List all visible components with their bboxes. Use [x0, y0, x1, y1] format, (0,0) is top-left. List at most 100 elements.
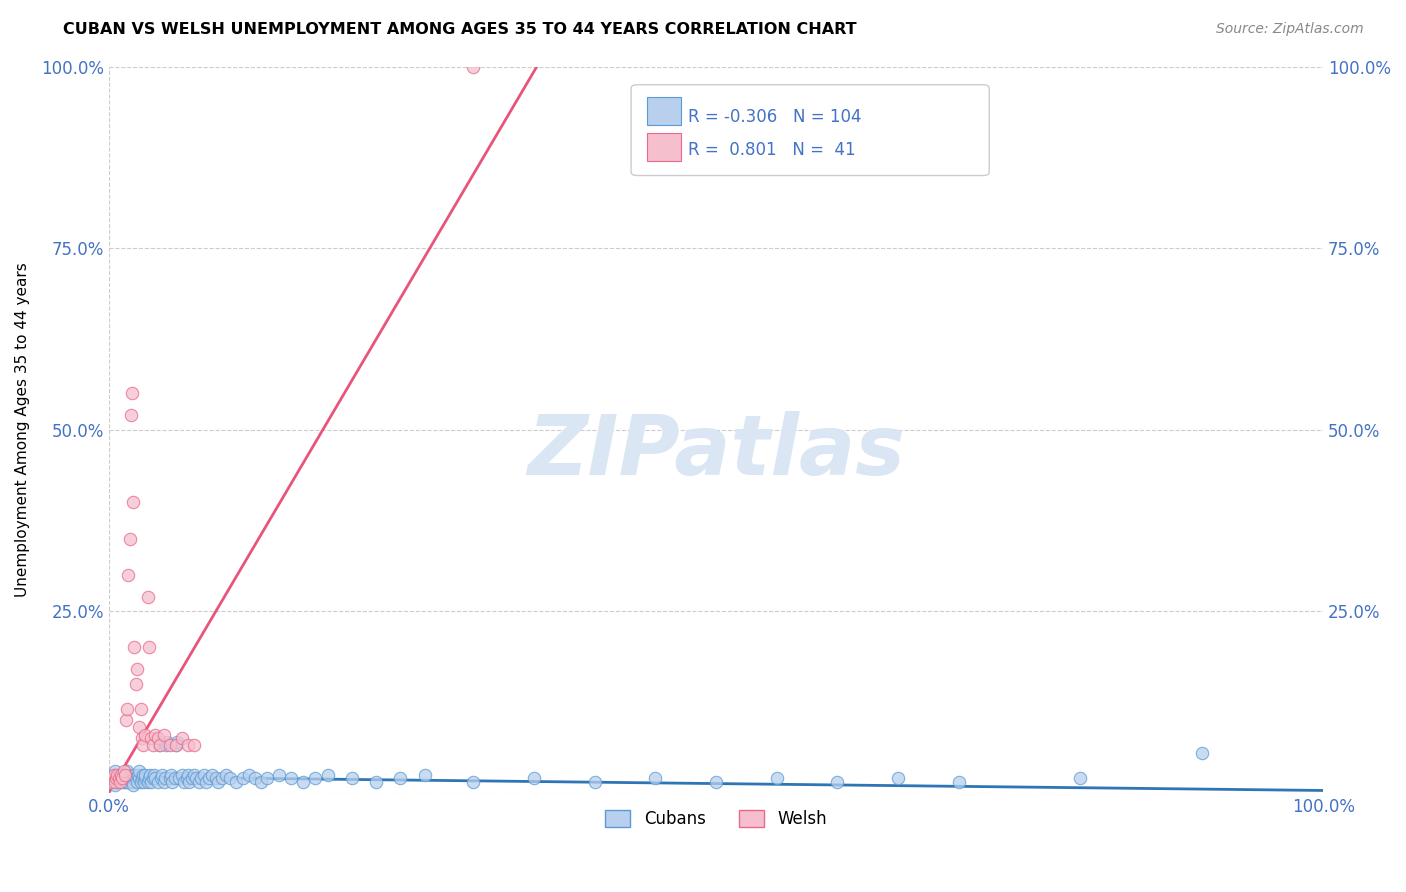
Point — [165, 739, 187, 753]
Point — [134, 771, 156, 785]
Point — [583, 774, 606, 789]
Point — [134, 767, 156, 781]
Point — [463, 60, 485, 74]
Point — [121, 774, 143, 789]
Point — [134, 774, 156, 789]
Point — [122, 495, 145, 509]
Point — [186, 771, 208, 785]
Point — [125, 662, 148, 676]
Point — [219, 771, 242, 785]
Point — [122, 778, 145, 792]
Point — [170, 767, 193, 781]
Point — [149, 739, 172, 753]
Point — [292, 774, 315, 789]
Point — [107, 767, 129, 781]
Point — [204, 771, 226, 785]
Point — [132, 739, 155, 753]
Point — [143, 771, 166, 785]
Point — [108, 771, 131, 785]
Point — [103, 767, 125, 781]
Point — [118, 532, 141, 546]
Point — [115, 702, 138, 716]
Point — [280, 771, 302, 785]
Point — [115, 771, 138, 785]
Point — [1191, 746, 1213, 760]
Point — [146, 774, 169, 789]
Point — [195, 774, 218, 789]
Point — [111, 771, 134, 785]
Point — [644, 771, 666, 785]
Point — [112, 767, 135, 781]
Point — [101, 771, 124, 785]
Point — [108, 774, 131, 789]
Point — [120, 408, 142, 422]
Point — [176, 771, 198, 785]
Point — [146, 731, 169, 746]
Point — [129, 702, 152, 716]
Point — [107, 774, 129, 789]
Point — [112, 774, 135, 789]
Point — [149, 735, 172, 749]
Text: CUBAN VS WELSH UNEMPLOYMENT AMONG AGES 35 TO 44 YEARS CORRELATION CHART: CUBAN VS WELSH UNEMPLOYMENT AMONG AGES 3… — [63, 22, 856, 37]
Point — [704, 774, 727, 789]
Point — [214, 767, 236, 781]
Point — [110, 767, 132, 781]
Point — [163, 771, 186, 785]
Point — [104, 764, 127, 778]
Text: R =  0.801   N =  41: R = 0.801 N = 41 — [688, 141, 856, 159]
Point — [118, 767, 141, 781]
Point — [187, 774, 209, 789]
Point — [1069, 771, 1091, 785]
Text: R = -0.306   N = 104: R = -0.306 N = 104 — [688, 108, 862, 126]
Point — [129, 774, 152, 789]
Point — [238, 767, 260, 781]
Point — [177, 767, 200, 781]
Point — [124, 767, 146, 781]
Point — [183, 767, 205, 781]
Point — [127, 767, 149, 781]
Point — [160, 767, 183, 781]
Point — [139, 767, 162, 781]
Point — [131, 731, 153, 746]
Point — [105, 771, 128, 785]
Point — [142, 771, 165, 785]
Point — [111, 771, 134, 785]
Point — [120, 771, 142, 785]
Point — [110, 774, 132, 789]
Point — [122, 771, 145, 785]
Point — [156, 735, 179, 749]
Point — [114, 771, 136, 785]
Point — [231, 771, 253, 785]
Point — [152, 728, 174, 742]
Point — [267, 767, 290, 781]
Point — [138, 771, 160, 785]
Point — [143, 728, 166, 742]
Point — [225, 774, 247, 789]
Point — [160, 774, 183, 789]
Point — [150, 771, 173, 785]
Point — [131, 771, 153, 785]
Point — [128, 720, 150, 734]
Point — [152, 774, 174, 789]
Point — [152, 767, 174, 781]
Point — [107, 771, 129, 785]
Point — [197, 771, 219, 785]
Text: ZIPatlas: ZIPatlas — [527, 411, 905, 491]
Point — [173, 774, 195, 789]
Point — [117, 774, 139, 789]
Point — [765, 771, 787, 785]
Point — [138, 640, 160, 655]
Point — [125, 774, 148, 789]
Point — [155, 739, 177, 753]
Point — [100, 771, 122, 785]
Point — [128, 764, 150, 778]
Point — [165, 739, 187, 753]
Point — [413, 767, 436, 781]
Point — [132, 767, 155, 781]
Point — [142, 739, 165, 753]
Point — [104, 774, 127, 789]
Point — [128, 771, 150, 785]
Point — [153, 771, 176, 785]
Point — [211, 771, 233, 785]
Point — [243, 771, 266, 785]
